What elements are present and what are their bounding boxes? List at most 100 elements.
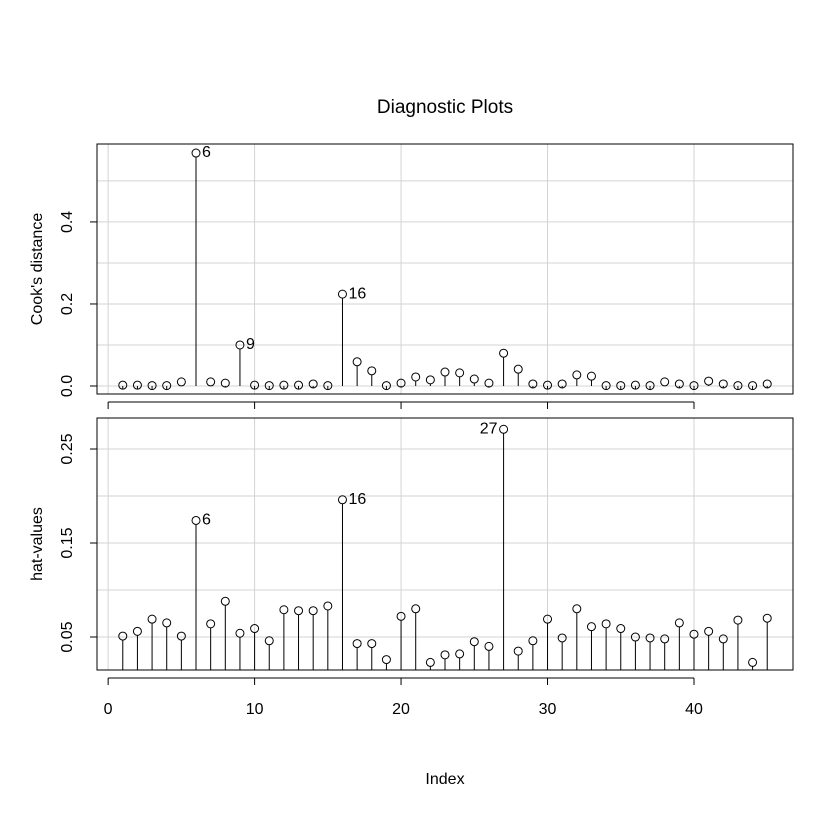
point (528, 636, 538, 646)
point (118, 380, 128, 390)
y-tick-label: 0.4 (59, 211, 76, 233)
point (689, 381, 699, 391)
point (352, 639, 362, 649)
point (132, 626, 142, 636)
point (762, 613, 772, 623)
point (704, 626, 714, 636)
point (484, 378, 494, 388)
point (162, 618, 172, 628)
plot-frame (96, 143, 794, 395)
point (206, 377, 216, 387)
point (337, 495, 347, 505)
x-tick-label: 40 (685, 701, 703, 718)
y-tick-label: 0.05 (59, 621, 76, 652)
point (250, 624, 260, 634)
point (616, 624, 626, 634)
point (264, 381, 274, 391)
point (381, 655, 391, 665)
point (440, 650, 450, 660)
point (323, 601, 333, 611)
point (704, 376, 714, 386)
point (630, 632, 640, 642)
point (279, 380, 289, 390)
point (235, 340, 245, 350)
point (118, 631, 128, 641)
point (264, 636, 274, 646)
point-label: 6 (202, 512, 211, 529)
point (718, 634, 728, 644)
point (733, 615, 743, 625)
point-label: 9 (246, 336, 255, 353)
point (308, 606, 318, 616)
point (308, 379, 318, 389)
point (352, 357, 362, 367)
point (645, 633, 655, 643)
point (411, 372, 421, 382)
point (748, 657, 758, 667)
point-label: 16 (348, 285, 366, 302)
point (601, 381, 611, 391)
y-tick-label: 0.15 (59, 527, 76, 558)
point (337, 289, 347, 299)
point (469, 374, 479, 384)
point (323, 381, 333, 391)
point (674, 618, 684, 628)
point (235, 628, 245, 638)
chart-title: Diagnostic Plots (377, 97, 513, 118)
point (440, 367, 450, 377)
point (191, 515, 201, 525)
x-tick-label: 30 (539, 701, 557, 718)
point (572, 370, 582, 380)
point (176, 377, 186, 387)
point (748, 381, 758, 391)
point (718, 379, 728, 389)
point (499, 348, 509, 358)
point (411, 604, 421, 614)
point (176, 631, 186, 641)
plot-frame (96, 417, 794, 671)
point (645, 381, 655, 391)
point (206, 619, 216, 629)
point (147, 381, 157, 391)
point (191, 148, 201, 158)
point (425, 657, 435, 667)
point (367, 639, 377, 649)
point-label: 6 (202, 144, 211, 161)
point (513, 646, 523, 656)
point (543, 380, 553, 390)
point (499, 424, 509, 434)
x-tick-label: 0 (104, 701, 113, 718)
point (733, 381, 743, 391)
point (616, 381, 626, 391)
point-label: 16 (348, 491, 366, 508)
point (220, 596, 230, 606)
point (396, 378, 406, 388)
point (220, 378, 230, 388)
point (543, 614, 553, 624)
point (484, 641, 494, 651)
point (660, 634, 670, 644)
point (396, 611, 406, 621)
point (586, 371, 596, 381)
y-axis-label: Cook's distance (29, 213, 46, 326)
point (762, 379, 772, 389)
point (586, 622, 596, 632)
y-tick-label: 0.2 (59, 293, 76, 315)
point (381, 381, 391, 391)
y-axis-label: hat-values (29, 507, 46, 581)
point (557, 379, 567, 389)
point (601, 619, 611, 629)
point (162, 381, 172, 391)
point (513, 364, 523, 374)
point (469, 637, 479, 647)
point (455, 649, 465, 659)
x-tick-label: 20 (392, 701, 410, 718)
point (557, 633, 567, 643)
point (279, 605, 289, 615)
point (674, 379, 684, 389)
point (132, 380, 142, 390)
point (572, 604, 582, 614)
point (689, 629, 699, 639)
y-tick-label: 0.25 (59, 433, 76, 464)
